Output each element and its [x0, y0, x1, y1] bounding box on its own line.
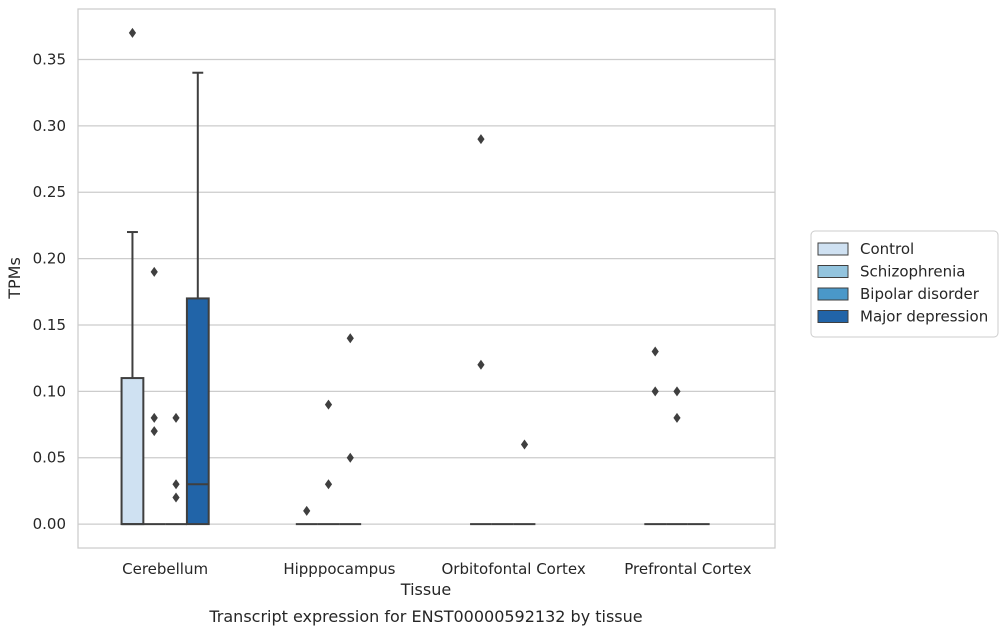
box-control [644, 346, 667, 526]
y-tick-label: 0.35 [33, 50, 66, 68]
x-tick-label: Orbitofontal Cortex [442, 560, 586, 578]
y-tick-label: 0.05 [33, 449, 66, 467]
box-body [185, 297, 210, 526]
outlier-point [172, 412, 180, 423]
box-bipolar-disorder [165, 412, 187, 526]
outlier-point [520, 439, 529, 450]
box-schizophrenia [666, 386, 688, 526]
y-tick-label: 0.15 [33, 316, 66, 334]
y-tick-label: 0.25 [33, 183, 66, 201]
box-body [120, 377, 145, 526]
legend-label: Control [860, 240, 914, 258]
y-axis-label: TPMs [5, 257, 24, 300]
outlier-point [172, 479, 180, 490]
outlier-point [346, 452, 354, 463]
box-major-depression [185, 71, 210, 526]
boxes [120, 27, 710, 526]
box-schizophrenia [317, 399, 340, 526]
outlier-point [346, 333, 354, 344]
legend-frame [810, 230, 999, 338]
y-tick-label: 0.00 [33, 515, 66, 533]
box-bipolar-disorder [339, 333, 362, 526]
y-tick-label: 0.10 [33, 382, 66, 400]
outlier-point [673, 412, 681, 423]
outlier-point [303, 505, 311, 516]
outlier-point [477, 134, 485, 145]
legend-swatch [817, 265, 849, 278]
legend-swatch [817, 310, 849, 323]
outlier-point [172, 492, 180, 503]
outlier-point [150, 426, 158, 437]
legend-swatch [817, 242, 849, 256]
x-axis-label: Tissue [400, 580, 451, 599]
box-bipolar-disorder [513, 439, 536, 526]
chart-caption: Transcript expression for ENST0000059213… [208, 607, 642, 626]
outlier-point [324, 479, 333, 490]
y-tick-label: 0.20 [33, 250, 66, 268]
outlier-point [673, 386, 681, 397]
x-tick-label: Hipppocampus [283, 560, 395, 578]
outlier-point [150, 412, 158, 423]
y-tick-labels: 0.00 0.05 0.10 0.15 0.20 0.25 0.30 0.35 [33, 50, 66, 533]
outlier-point [651, 386, 659, 397]
legend: Control Schizophrenia Bipolar disorder Majo… [810, 230, 999, 338]
plot-frame [77, 8, 776, 549]
outlier-point [651, 346, 659, 357]
box-control [470, 134, 492, 526]
legend-label: Major depression [860, 308, 988, 326]
outlier-point [324, 399, 333, 410]
plot-background [78, 9, 775, 548]
outlier-point [477, 359, 485, 370]
box-control [120, 27, 145, 526]
outlier-point [128, 27, 137, 38]
legend-label: Bipolar disorder [860, 285, 980, 303]
x-tick-label: Prefrontal Cortex [624, 560, 751, 578]
x-tick-labels: Cerebellum Hipppocampus Orbitofontal Corte… [122, 560, 751, 578]
box-control [295, 505, 318, 526]
legend-swatch [817, 287, 849, 301]
x-tick-label: Cerebellum [122, 560, 208, 578]
outlier-point [150, 266, 158, 277]
y-tick-label: 0.30 [33, 117, 66, 135]
legend-label: Schizophrenia [860, 263, 965, 281]
box-schizophrenia [143, 266, 166, 526]
